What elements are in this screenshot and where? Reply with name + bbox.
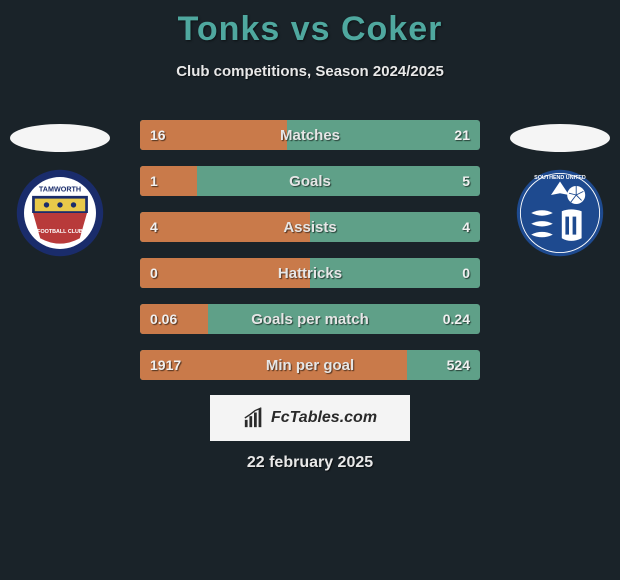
stat-value-right: 0.24 xyxy=(443,304,470,334)
stats-bars: 16 Matches 21 1 Goals 5 4 Assists 4 0 Ha… xyxy=(140,120,480,396)
stat-value-right: 0 xyxy=(462,258,470,288)
stat-label: Matches xyxy=(140,120,480,150)
stat-value-right: 5 xyxy=(462,166,470,196)
stat-label: Min per goal xyxy=(140,350,480,380)
stat-value-right: 21 xyxy=(454,120,470,150)
date-label: 22 february 2025 xyxy=(0,454,620,472)
page-title: Tonks vs Coker xyxy=(0,0,620,49)
player-left-oval xyxy=(10,124,110,152)
southend-badge: SOUTHEND UNITED xyxy=(515,168,605,258)
tamworth-badge: TAMWORTH FOOTBALL CLUB xyxy=(15,168,105,258)
attribution-text: FcTables.com xyxy=(271,409,377,427)
player-right-oval xyxy=(510,124,610,152)
player-left-crest: TAMWORTH FOOTBALL CLUB xyxy=(10,110,110,210)
stat-value-right: 4 xyxy=(462,212,470,242)
player-right-crest: SOUTHEND UNITED xyxy=(510,110,610,210)
stat-row: 1 Goals 5 xyxy=(140,166,480,196)
svg-text:TAMWORTH: TAMWORTH xyxy=(39,184,81,193)
stat-row: 1917 Min per goal 524 xyxy=(140,350,480,380)
stat-row: 0.06 Goals per match 0.24 xyxy=(140,304,480,334)
stat-label: Assists xyxy=(140,212,480,242)
stat-row: 4 Assists 4 xyxy=(140,212,480,242)
stat-label: Hattricks xyxy=(140,258,480,288)
svg-text:FOOTBALL CLUB: FOOTBALL CLUB xyxy=(37,229,83,235)
stat-row: 0 Hattricks 0 xyxy=(140,258,480,288)
chart-icon xyxy=(243,407,265,429)
stat-label: Goals xyxy=(140,166,480,196)
stat-label: Goals per match xyxy=(140,304,480,334)
svg-text:SOUTHEND UNITED: SOUTHEND UNITED xyxy=(534,175,586,181)
page-subtitle: Club competitions, Season 2024/2025 xyxy=(0,63,620,80)
stat-value-right: 524 xyxy=(447,350,470,380)
attribution-badge: FcTables.com xyxy=(210,395,410,441)
stat-row: 16 Matches 21 xyxy=(140,120,480,150)
